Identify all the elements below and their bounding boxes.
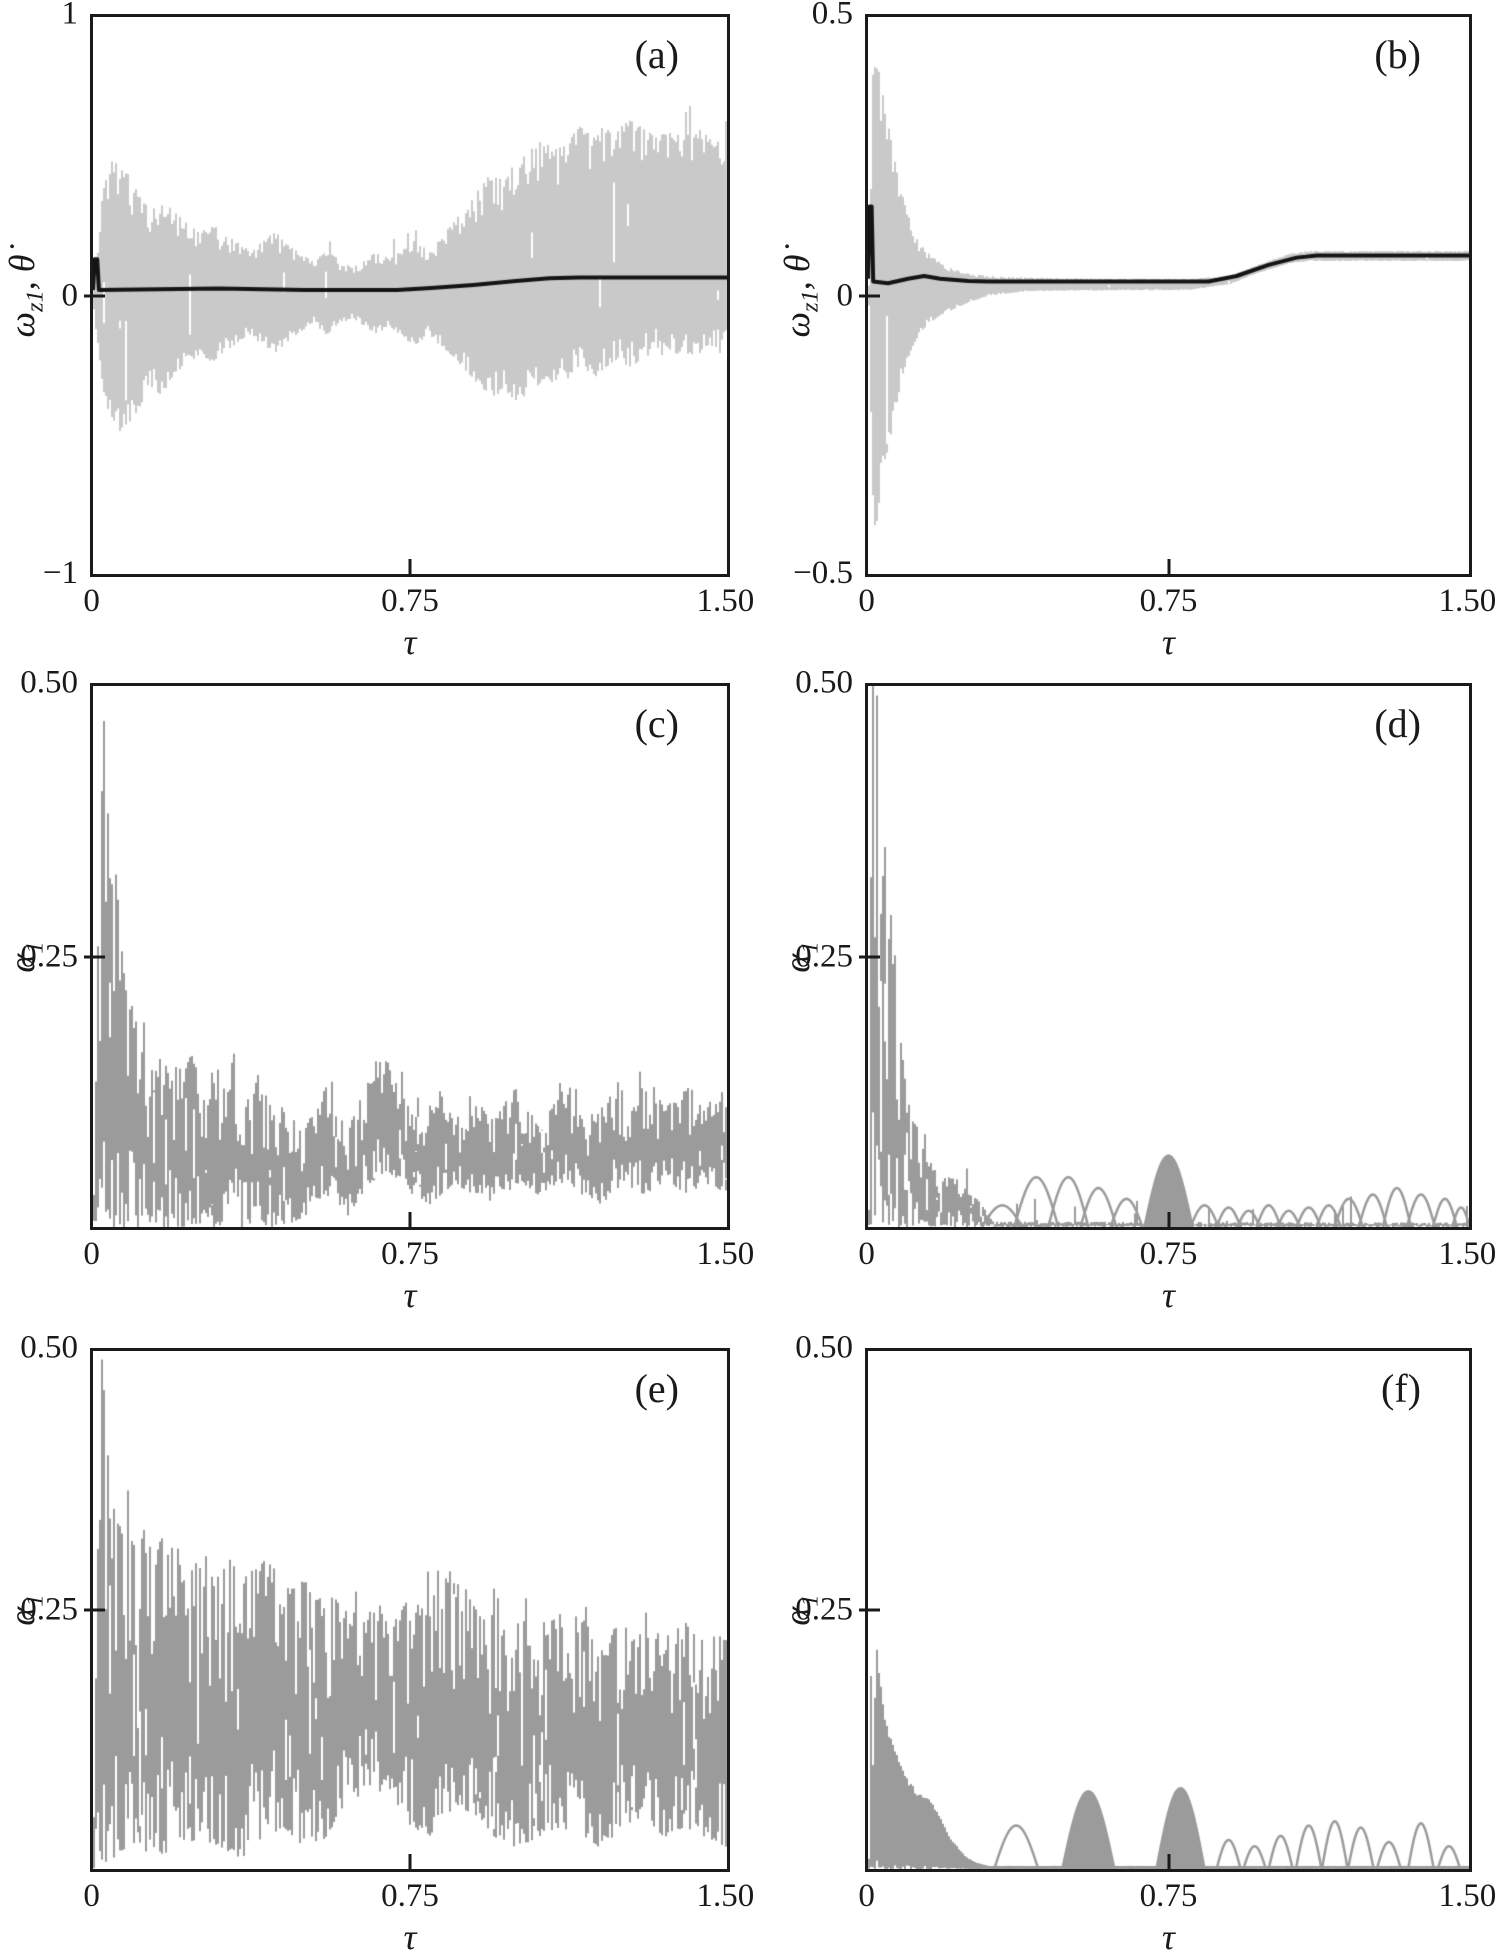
x-tick-label-d-2: 1.50 — [1438, 1236, 1497, 1272]
x-tick-label-f-2: 1.50 — [1438, 1878, 1497, 1914]
y-tick-label-c-mid: 0.25 — [20, 938, 78, 974]
plot-frame-b: (b) — [859, 14, 1472, 577]
plot-frame-a: (a) — [84, 14, 730, 577]
plot-frame-f: (f) — [859, 1348, 1472, 1872]
y-tick-label-f-top: 0.50 — [795, 1329, 853, 1366]
x-axis-label-d: τ — [1162, 1275, 1175, 1315]
plot-canvas-e — [93, 1351, 727, 1869]
x-tick-label-a-1: 0.75 — [381, 583, 439, 619]
y-tick-label-d-top: 0.50 — [795, 664, 853, 701]
plot-canvas-f — [868, 1351, 1469, 1869]
panel-letter-f: (f) — [1381, 1366, 1421, 1411]
x-axis-label-b: τ — [1162, 622, 1175, 662]
y-axis-label-e: α1 — [2, 1594, 49, 1626]
y-tick-label-b-top: 0.5 — [811, 0, 853, 32]
y-axis-label-f: α1 — [777, 1594, 824, 1626]
x-tick-label-f-1: 0.75 — [1139, 1878, 1198, 1914]
y-tick-mark-b — [859, 294, 880, 297]
plot-e: (e) 0.50 0.25 0 0.75 1.50 τ α1 — [2, 1331, 754, 1950]
plot-canvas-b — [868, 17, 1469, 574]
y-tick-mark-c — [84, 955, 105, 958]
y-tick-label-a-mid: 0 — [61, 277, 79, 313]
plot-canvas-d — [868, 686, 1469, 1227]
x-tick-label-b-1: 0.75 — [1139, 583, 1198, 619]
y-tick-label-a-bottom: −1 — [42, 555, 78, 592]
plot-b: (b) 0.5 0 −0.5 0 0.75 1.50 τ ωz1, θ̇ — [777, 0, 1496, 660]
panel-letter-e: (e) — [634, 1366, 679, 1411]
x-tick-label-b-0: 0 — [858, 583, 875, 619]
x-tick-label-f-0: 0 — [858, 1878, 875, 1914]
plot-d: (d) 0.50 0.25 0 0.75 1.50 τ α1 — [777, 666, 1496, 1313]
panel-letter-c: (c) — [634, 701, 679, 746]
y-axis-label-d: α1 — [777, 940, 824, 973]
plot-canvas-a — [93, 17, 727, 574]
y-axis-label-b: ωz1, θ̇ — [777, 254, 824, 337]
plot-c: (c) 0.50 0.25 0 0.75 1.50 τ α1 — [2, 666, 754, 1313]
panel-letter-a: (a) — [634, 32, 679, 77]
x-tick-label-d-1: 0.75 — [1139, 1236, 1198, 1272]
plot-a: (a) 1 0 −1 0 0.75 1.50 τ ωz1, θ̇ — [2, 0, 754, 660]
panel-letter-b: (b) — [1374, 32, 1421, 77]
y-tick-label-e-top: 0.50 — [20, 1329, 78, 1366]
panel-letter-d: (d) — [1374, 701, 1421, 746]
x-tick-mark-c — [408, 1212, 412, 1227]
x-tick-label-e-2: 1.50 — [696, 1878, 755, 1914]
y-tick-label-d-mid: 0.25 — [795, 938, 853, 974]
plot-frame-d: (d) — [859, 683, 1472, 1230]
x-axis-label-c: τ — [403, 1275, 417, 1315]
y-tick-mark-d — [859, 955, 880, 958]
x-tick-label-e-1: 0.75 — [381, 1878, 439, 1914]
plot-frame-e: (e) — [84, 1348, 730, 1872]
x-tick-label-c-2: 1.50 — [696, 1236, 755, 1272]
x-axis-label-f: τ — [1162, 1917, 1175, 1950]
y-tick-label-b-bottom: −0.5 — [793, 555, 853, 592]
y-tick-label-e-mid: 0.25 — [20, 1591, 78, 1628]
x-tick-mark-e — [408, 1854, 412, 1869]
x-axis-label-e: τ — [403, 1917, 417, 1950]
y-tick-label-f-mid: 0.25 — [795, 1591, 853, 1628]
x-tick-label-a-2: 1.50 — [696, 583, 755, 619]
x-tick-label-c-1: 0.75 — [381, 1236, 439, 1272]
x-tick-mark-a — [408, 559, 412, 574]
x-tick-label-a-0: 0 — [83, 583, 100, 619]
plot-frame-c: (c) — [84, 683, 730, 1230]
x-tick-label-c-0: 0 — [83, 1236, 100, 1272]
x-tick-mark-b — [1167, 559, 1170, 574]
plot-f: (f) 0.50 0.25 0 0.75 1.50 τ α1 — [777, 1331, 1496, 1950]
x-axis-label-a: τ — [403, 622, 417, 662]
y-tick-label-a-top: 1 — [61, 0, 79, 32]
y-axis-label-c: α1 — [2, 940, 49, 973]
y-tick-label-c-top: 0.50 — [20, 664, 78, 701]
y-tick-mark-e — [84, 1608, 105, 1612]
plot-canvas-c — [93, 686, 727, 1227]
y-tick-label-b-mid: 0 — [836, 277, 854, 313]
x-tick-label-e-0: 0 — [83, 1878, 100, 1914]
x-tick-label-d-0: 0 — [858, 1236, 875, 1272]
x-tick-label-b-2: 1.50 — [1438, 583, 1497, 619]
x-tick-mark-f — [1167, 1854, 1170, 1869]
y-tick-mark-f — [859, 1608, 880, 1612]
x-tick-mark-d — [1167, 1212, 1170, 1227]
y-axis-label-a: ωz1, θ̇ — [2, 254, 49, 337]
y-tick-mark-a — [84, 294, 105, 297]
